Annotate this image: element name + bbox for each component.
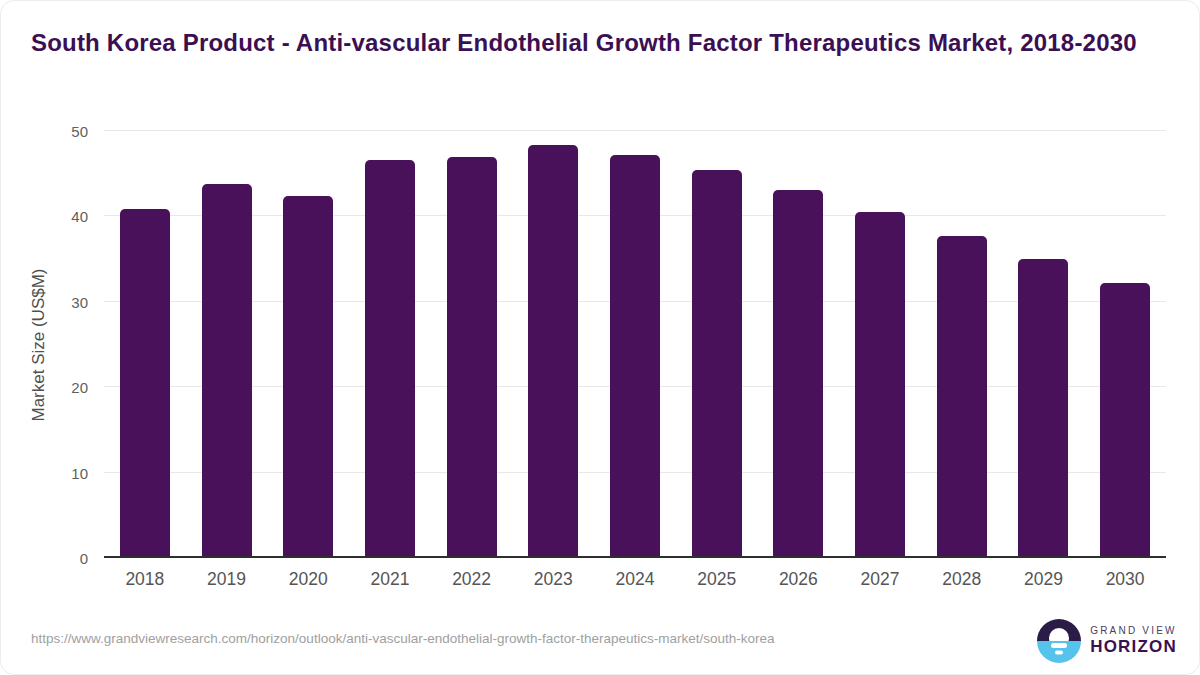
brand-name-bottom: HORIZON — [1090, 637, 1177, 657]
bar-2026 — [773, 190, 823, 556]
y-tick-label: 20 — [71, 379, 88, 396]
x-tick-label: 2027 — [861, 569, 900, 590]
bar-column: 2029 — [1003, 131, 1085, 556]
sunrise-horizon-icon — [1037, 619, 1081, 663]
x-tick-label: 2021 — [370, 569, 409, 590]
bar-2029 — [1018, 259, 1068, 557]
plot-area: 2018201920202021202220232024202520262027… — [104, 131, 1166, 558]
bar-column: 2020 — [267, 131, 349, 556]
y-tick-label: 40 — [71, 208, 88, 225]
x-tick-label: 2026 — [779, 569, 818, 590]
bar-column: 2030 — [1084, 131, 1166, 556]
y-axis-ticks: 01020304050 — [1, 131, 96, 558]
bar-column: 2018 — [104, 131, 186, 556]
bar-2030 — [1100, 283, 1150, 556]
x-tick-label: 2019 — [207, 569, 246, 590]
brand-logo-text: GRAND VIEW HORIZON — [1090, 625, 1177, 656]
x-tick-label: 2024 — [616, 569, 655, 590]
chart-card: South Korea Product - Anti-vascular Endo… — [0, 0, 1200, 675]
bar-column: 2028 — [921, 131, 1003, 556]
x-tick-label: 2023 — [534, 569, 573, 590]
bar-2021 — [365, 160, 415, 556]
bar-2027 — [855, 212, 905, 556]
chart-title: South Korea Product - Anti-vascular Endo… — [31, 27, 1181, 58]
bar-column: 2026 — [758, 131, 840, 556]
bar-2024 — [610, 155, 660, 556]
y-tick-label: 0 — [80, 550, 88, 567]
x-tick-label: 2030 — [1106, 569, 1145, 590]
bar-group: 2018201920202021202220232024202520262027… — [104, 131, 1166, 556]
brand-logo: GRAND VIEW HORIZON — [1037, 619, 1177, 663]
x-tick-label: 2025 — [697, 569, 736, 590]
y-tick-label: 10 — [71, 464, 88, 481]
bar-column: 2024 — [594, 131, 676, 556]
bar-column: 2021 — [349, 131, 431, 556]
bar-2023 — [528, 145, 578, 556]
x-tick-label: 2020 — [289, 569, 328, 590]
bar-2020 — [283, 196, 333, 556]
bar-column: 2027 — [839, 131, 921, 556]
bar-column: 2019 — [186, 131, 268, 556]
x-tick-label: 2029 — [1024, 569, 1063, 590]
x-axis-line — [104, 556, 1166, 558]
x-tick-label: 2018 — [125, 569, 164, 590]
bar-column: 2023 — [512, 131, 594, 556]
bar-2028 — [937, 236, 987, 556]
bar-column: 2022 — [431, 131, 513, 556]
bar-column: 2025 — [676, 131, 758, 556]
x-tick-label: 2022 — [452, 569, 491, 590]
y-tick-label: 30 — [71, 293, 88, 310]
bar-2019 — [202, 184, 252, 556]
bar-2022 — [447, 157, 497, 557]
brand-name-top: GRAND VIEW — [1090, 625, 1177, 637]
y-tick-label: 50 — [71, 123, 88, 140]
bar-2025 — [692, 170, 742, 556]
source-url: https://www.grandviewresearch.com/horizo… — [31, 631, 775, 646]
x-tick-label: 2028 — [942, 569, 981, 590]
bar-2018 — [120, 209, 170, 556]
